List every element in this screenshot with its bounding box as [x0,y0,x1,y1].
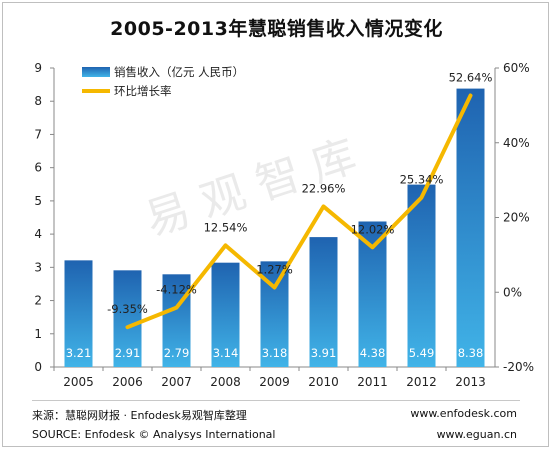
bar-labels: 3.21 2.91 2.79 3.14 3.18 3.91 4.38 5.49 8.38 [66,346,484,360]
legend-bar-swatch [82,67,110,77]
footer-url-eguan: www.eguan.cn [436,428,517,441]
bar-value-label: 3.21 [66,346,92,360]
y-left-tick-label: 3 [34,260,42,274]
growth-point [420,196,423,200]
bar [113,270,142,367]
y-right-tick-label: 20% [503,211,530,225]
y-left-tick-label: 8 [34,94,42,108]
footer-source-en: SOURCE: Enfodesk © Analysys Internationa… [32,428,276,441]
bar-value-label: 3.18 [262,346,288,360]
footer-divider [32,400,520,401]
growth-point [322,204,325,208]
growth-point [224,243,227,247]
x-tick-label: 2012 [406,375,437,389]
x-tick-label: 2008 [210,375,241,389]
bar [309,237,338,367]
bar [456,88,485,367]
y-right-tick-label: 0% [503,285,522,299]
legend-bar-label: 销售收入（亿元 人民币） [114,65,244,79]
y-left-tick-label: 5 [34,194,42,208]
x-tick-label: 2006 [112,375,143,389]
growth-point [469,94,472,98]
point-labels: -9.35% -4.12% 12.54% 1.27% 22.96% 12.02% 25.34… [107,71,492,317]
x-tick-label: 2007 [161,375,192,389]
growth-point [371,245,374,249]
y-left-tick-label: 4 [34,227,42,241]
bar-value-label: 4.38 [360,346,386,360]
growth-value-label: 1.27% [256,263,293,277]
bar-value-label: 3.91 [311,346,337,360]
bar [211,262,240,367]
growth-point [126,325,129,329]
bars [64,88,485,367]
bar-value-label: 8.38 [458,346,484,360]
y-left-tick-label: 0 [34,360,42,374]
legend: 销售收入（亿元 人民币） 环比增长率 [82,65,244,98]
y-right-tick-label: 40% [503,136,530,150]
bar-value-label: 3.14 [213,346,239,360]
growth-value-label: -9.35% [107,302,148,316]
footer-source-cn: 来源：慧聪网财报 · Enfodesk易观智库整理 [32,409,247,422]
x-tick-label: 2010 [308,375,339,389]
x-tick-label: 2013 [455,375,486,389]
growth-value-label: 25.34% [400,173,444,187]
y-left-tick-label: 7 [34,127,42,141]
bar [162,274,191,367]
growth-line [125,93,473,330]
growth-line-path [125,93,473,330]
axes: 0 1 2 3 4 5 6 7 8 9 -20% 0% 20% 40% 60% 2005 2006 2007 200… [34,61,534,389]
x-tick-label: 2009 [259,375,290,389]
footer-url-enfodesk: www.enfodesk.com [410,407,517,420]
growth-value-label: -4.12% [156,283,197,297]
y-right-tick-label: -20% [503,360,534,374]
bar [407,184,436,367]
y-left-tick-label: 9 [34,61,42,75]
growth-value-label: 12.02% [351,222,395,236]
bar [64,260,93,367]
y-left-tick-label: 6 [34,161,42,175]
bar-value-label: 2.91 [115,346,141,360]
x-tick-label: 2005 [63,375,94,389]
x-tick-label: 2011 [357,375,388,389]
bar-value-label: 2.79 [164,346,190,360]
legend-line-label: 环比增长率 [114,84,172,98]
growth-value-label: 22.96% [302,181,346,195]
chart-title: 2005-2013年慧聪销售收入情况变化 [110,18,443,40]
growth-value-label: 52.64% [449,71,493,85]
growth-point [273,286,276,290]
y-left-tick-label: 1 [34,327,42,341]
growth-point [175,306,178,310]
bar-value-label: 5.49 [409,346,435,360]
y-left-tick-label: 2 [34,294,42,308]
growth-value-label: 12.54% [204,220,248,234]
y-right-tick-label: 60% [503,61,530,75]
